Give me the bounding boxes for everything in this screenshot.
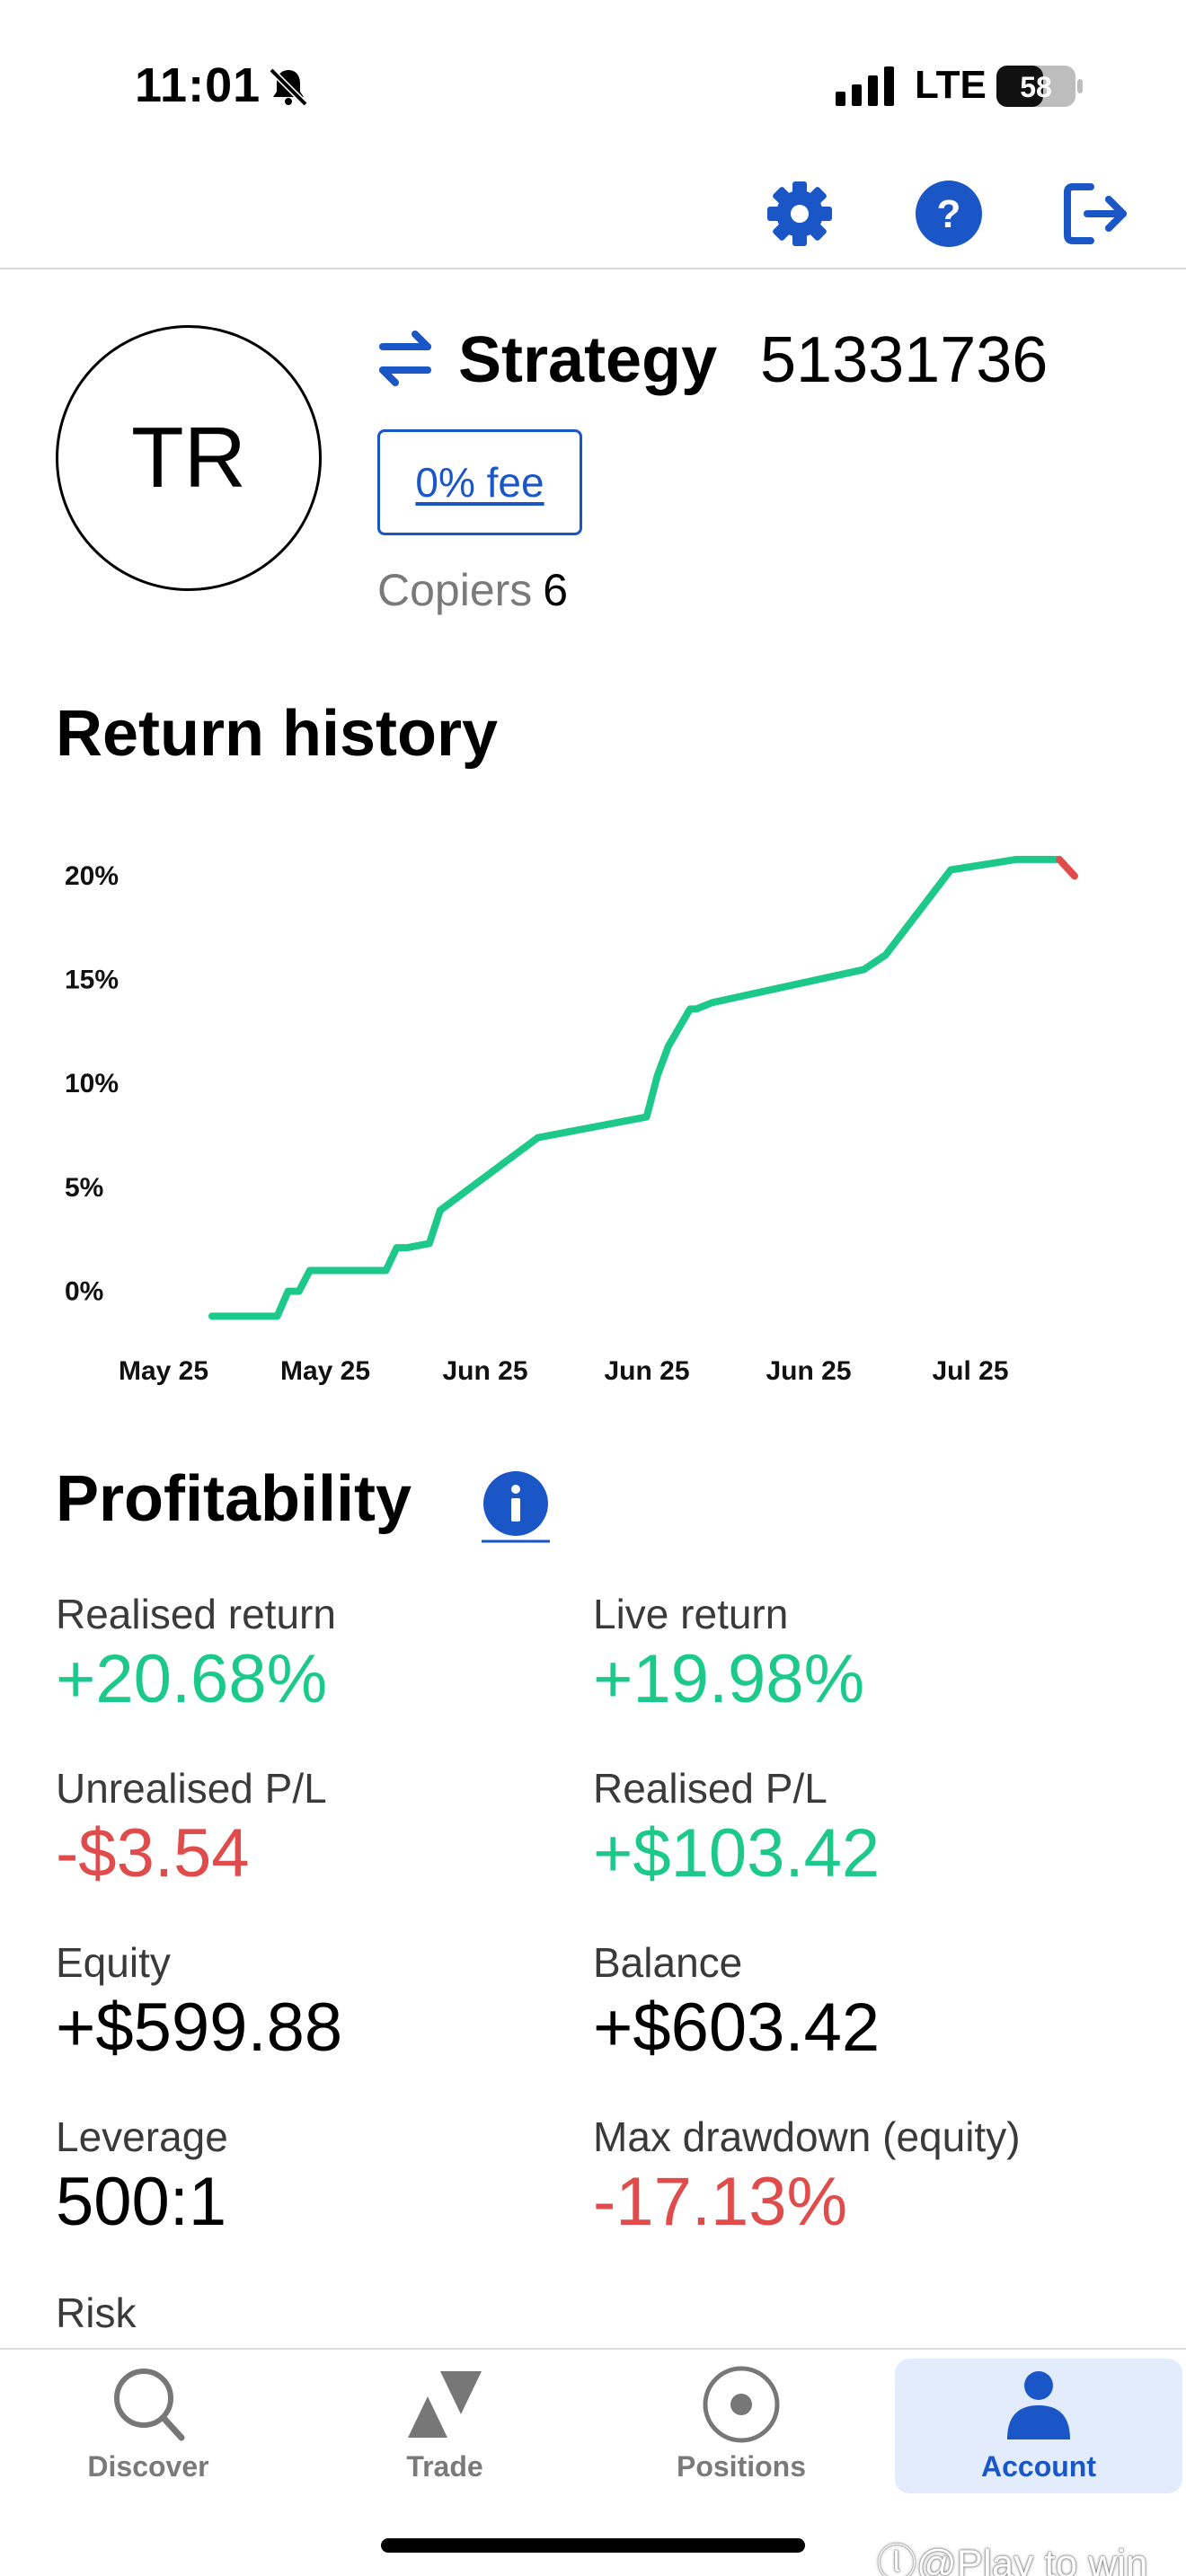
x-tick-label: Jul 25 [932, 1356, 1008, 1386]
metric-value: -$3.54 [56, 1815, 250, 1892]
svg-text:?: ? [937, 192, 961, 236]
metric-label: Unrealised P/L [56, 1765, 327, 1812]
fee-button[interactable]: 0% fee [377, 429, 582, 535]
help-icon[interactable]: ? [913, 178, 985, 250]
x-tick-label: May 25 [280, 1356, 370, 1386]
metric-label: Leverage [56, 2113, 228, 2160]
gear-icon[interactable] [764, 178, 836, 250]
metric-value: -17.13% [593, 2164, 848, 2240]
y-tick-label: 0% [65, 1276, 103, 1306]
info-icon[interactable] [478, 1469, 553, 1545]
metric-label: Balance [593, 1939, 743, 1986]
y-tick-label: 20% [65, 861, 119, 891]
strategy-title: Strategy [458, 324, 718, 396]
bottom-nav: Discover Trade Positions Account [0, 2348, 1186, 2576]
nav-discover[interactable]: Discover [0, 2359, 296, 2493]
trade-icon [408, 2371, 482, 2438]
metric-value: +20.68% [56, 1641, 328, 1717]
return-drop-segment [1056, 855, 1078, 880]
metric-value: 500:1 [56, 2164, 227, 2240]
copiers-label: Copiers [377, 565, 533, 615]
x-tick-label: Jun 25 [442, 1356, 527, 1386]
metric-value: +19.98% [593, 1641, 865, 1717]
nav-trade[interactable]: Trade [296, 2359, 593, 2493]
battery-icon: 58 [996, 66, 1083, 107]
nav-positions[interactable]: Positions [593, 2359, 890, 2493]
x-tick-label: Jun 25 [604, 1356, 689, 1386]
copiers-count: 6 [543, 565, 569, 615]
return-history-chart[interactable]: 20% 15% 10% 5% 0% May 25 May 25 Jun 25 Jun 25 Jun… [0, 808, 1186, 1401]
metric-label: Realised return [56, 1591, 336, 1637]
logout-icon[interactable] [1060, 178, 1132, 250]
x-tick-label: May 25 [119, 1356, 208, 1386]
battery-level: 58 [1020, 71, 1052, 103]
status-bar: 11:01 LTE 58 [0, 0, 1186, 153]
y-tick-label: 10% [65, 1069, 119, 1098]
nav-account-label: Account [981, 2450, 1096, 2483]
return-series-line [208, 855, 1064, 1320]
y-tick-label: 15% [65, 966, 119, 995]
nav-trade-label: Trade [406, 2450, 483, 2483]
search-icon [114, 2369, 185, 2441]
metric-value: +$103.42 [593, 1815, 881, 1892]
watermark: ⓛ@Play to win [877, 2542, 1148, 2576]
nav-discover-label: Discover [87, 2450, 209, 2483]
top-header: ? [0, 153, 1186, 269]
x-tick-label: Jun 25 [766, 1356, 851, 1386]
nav-positions-label: Positions [676, 2450, 806, 2483]
metric-label: Realised P/L [593, 1765, 828, 1812]
home-indicator[interactable] [381, 2538, 805, 2553]
status-time: 11:01 [135, 58, 261, 112]
strategy-id: 51331736 [760, 324, 1049, 396]
avatar: TR [56, 325, 322, 591]
return-history-title: Return history [56, 698, 499, 770]
positions-icon [703, 2366, 780, 2443]
metric-label: Max drawdown (equity) [593, 2113, 1021, 2160]
y-tick-label: 5% [65, 1173, 103, 1203]
nav-account[interactable]: Account [895, 2359, 1182, 2493]
signal-icon [836, 66, 894, 106]
network-type: LTE [915, 63, 987, 107]
copiers-info: Copiers 6 [377, 564, 568, 616]
account-icon [1007, 2371, 1070, 2439]
metric-value: +$599.88 [56, 1989, 343, 2066]
profitability-title: Profitability [56, 1463, 412, 1535]
risk-label: Risk [56, 2289, 137, 2336]
bell-off-icon [269, 67, 308, 107]
metric-label: Equity [56, 1939, 171, 1986]
swap-icon [379, 331, 431, 386]
metric-value: +$603.42 [593, 1989, 881, 2066]
metric-label: Live return [593, 1591, 789, 1637]
